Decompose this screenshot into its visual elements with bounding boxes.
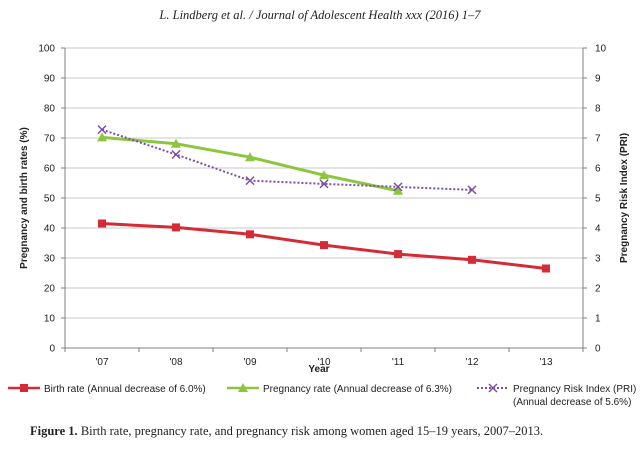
legend-label-pregnancy-rate: Pregnancy rate (Annual decrease of 6.3%) (263, 384, 452, 395)
data-point (245, 176, 255, 186)
legend-swatch-marker-pri (488, 383, 498, 393)
y-tick-label: 10 (44, 314, 56, 325)
y2-tick-label: 1 (595, 314, 601, 325)
x-tick-label: '11 (392, 357, 405, 368)
x-tick-label: '09 (243, 357, 256, 368)
x-tick-label: '10 (317, 357, 330, 368)
y2-tick-label: 9 (595, 74, 601, 85)
y-tick-label: 70 (44, 134, 56, 145)
legend-swatch-marker-birth (20, 384, 28, 392)
legend-item-pregnancy-rate: Pregnancy rate (Annual decrease of 6.3%) (227, 383, 452, 395)
legend-label-pri: Pregnancy Risk Index (PRI) (513, 384, 636, 395)
series-2 (97, 125, 477, 195)
data-point (394, 250, 402, 259)
series-0 (98, 219, 550, 273)
data-point (172, 223, 180, 232)
data-point (245, 152, 255, 162)
y-tick-label: 30 (44, 254, 56, 265)
legend-label-birth-rate: Birth rate (Annual decrease of 6.0%) (44, 384, 206, 395)
y-tick-label: 40 (44, 224, 56, 235)
y2-tick-label: 7 (595, 134, 601, 145)
y2-tick-label: 10 (595, 44, 607, 55)
x-tick-label: '13 (539, 357, 552, 368)
series-1 (97, 132, 403, 195)
x-tick-label: '08 (169, 357, 182, 368)
y-tick-label: 0 (49, 344, 55, 355)
legend: Birth rate (Annual decrease of 6.0%) Pre… (8, 383, 636, 408)
y2-tick-label: 4 (595, 224, 601, 235)
y-tick-label: 50 (44, 194, 56, 205)
data-point (393, 182, 403, 192)
y2-tick-label: 3 (595, 254, 601, 265)
right-y-tick-labels: 0 1 2 3 4 5 6 7 8 9 10 (595, 44, 607, 355)
journal-citation-header: L. Lindberg et al. / Journal of Adolesce… (159, 8, 481, 22)
data-point (97, 125, 107, 135)
x-tick-label: '07 (95, 357, 108, 368)
series-line (101, 135, 399, 193)
y2-tick-label: 6 (595, 164, 601, 175)
x-tick-label: '12 (465, 357, 478, 368)
data-point (393, 185, 403, 195)
y-tick-label: 100 (38, 44, 55, 55)
legend-item-birth-rate: Birth rate (Annual decrease of 6.0%) (8, 384, 206, 395)
y-tick-label: 80 (44, 104, 56, 115)
y2-tick-label: 2 (595, 284, 601, 295)
y2-tick-label: 0 (595, 344, 601, 355)
y2-tick-label: 8 (595, 104, 601, 115)
series-line (101, 128, 473, 191)
data-point (171, 149, 181, 160)
legend-item-pri: Pregnancy Risk Index (PRI) (Annual decre… (477, 383, 636, 408)
left-y-tick-labels: 0 10 20 30 40 50 60 70 80 90 100 (38, 44, 55, 355)
legend-swatch-marker-pregnancy (238, 383, 248, 392)
y-tick-label: 20 (44, 284, 56, 295)
data-point (320, 241, 328, 250)
data-point (97, 132, 107, 142)
x-tick-labels: '07 '08 '09 '10 '11 '12 '13 (95, 357, 552, 368)
caption-label: Figure 1. (30, 424, 78, 438)
grid-lines (65, 47, 583, 319)
data-point (171, 138, 181, 148)
legend-label-pri-line2: (Annual decrease of 5.6%) (513, 397, 631, 408)
caption-text: Birth rate, pregnancy rate, and pregnanc… (80, 424, 544, 438)
y-tick-label: 90 (44, 74, 56, 85)
right-y-axis-label: Pregnancy Risk Index (PRI) (619, 133, 630, 263)
series-group (97, 125, 550, 273)
data-point (98, 219, 106, 228)
figure-caption: Figure 1. Birth rate, pregnancy rate, an… (30, 424, 630, 439)
data-point (246, 230, 254, 239)
data-point (467, 185, 477, 195)
data-point (468, 255, 476, 264)
x-axis-label: Year (308, 364, 329, 375)
axes (61, 47, 587, 352)
data-point (319, 170, 329, 180)
data-point (319, 179, 329, 189)
left-y-axis-label: Pregnancy and birth rates (%) (19, 127, 30, 269)
y2-tick-label: 5 (595, 194, 601, 205)
y-tick-label: 60 (44, 164, 56, 175)
data-point (542, 264, 550, 273)
